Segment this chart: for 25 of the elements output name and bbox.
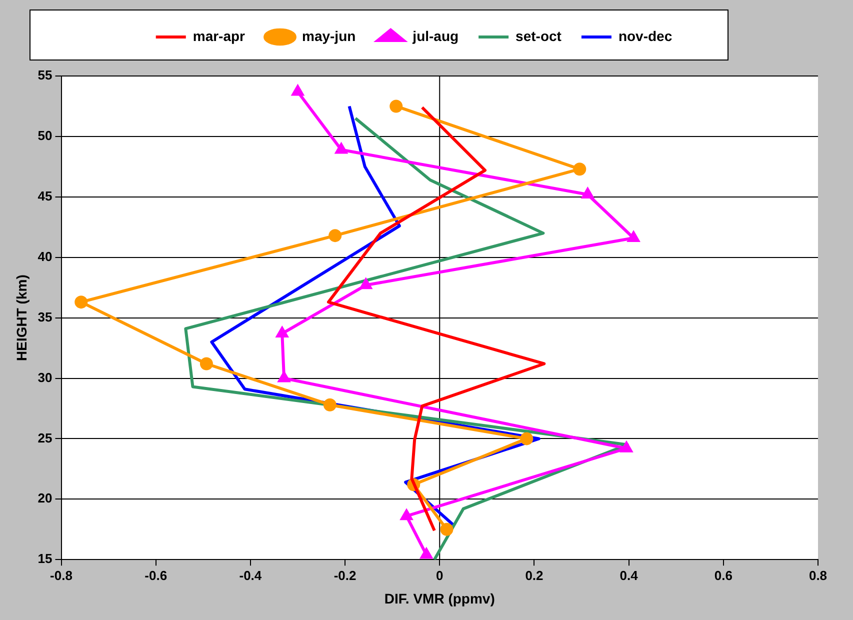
x-tick-label: -0.2 [334,568,356,583]
x-tick-label: -0.8 [50,568,72,583]
y-tick-label: 40 [38,248,52,264]
y-tick-label: 20 [38,490,52,506]
y-tick-label: 25 [38,430,52,446]
x-tick-label: 0.8 [808,568,828,583]
legend-label: may-jun [302,28,356,44]
x-tick-label: -0.6 [144,568,168,583]
x-tick-label: 0.4 [620,568,639,583]
x-tick-label: -0.4 [239,568,262,583]
x-tick-label: 0.2 [525,568,544,583]
legend-label: nov-dec [618,28,672,44]
y-axis-title: HEIGHT (km) [13,274,30,361]
y-tick-label: 45 [38,188,52,204]
y-tick-label: 15 [38,551,52,566]
legend-label: set-oct [516,28,562,44]
legend-label: mar-apr [192,28,246,44]
legend-label: jul-aug [412,28,459,44]
y-tick-label: 55 [38,68,52,83]
y-tick-label: 35 [38,309,52,324]
x-tick-label: 0 [436,568,444,583]
x-axis-title: DIF. VMR (ppmv) [384,590,495,606]
y-tick-label: 50 [38,128,52,144]
x-tick-label: 0.6 [714,568,732,583]
y-tick-label: 30 [38,370,52,385]
